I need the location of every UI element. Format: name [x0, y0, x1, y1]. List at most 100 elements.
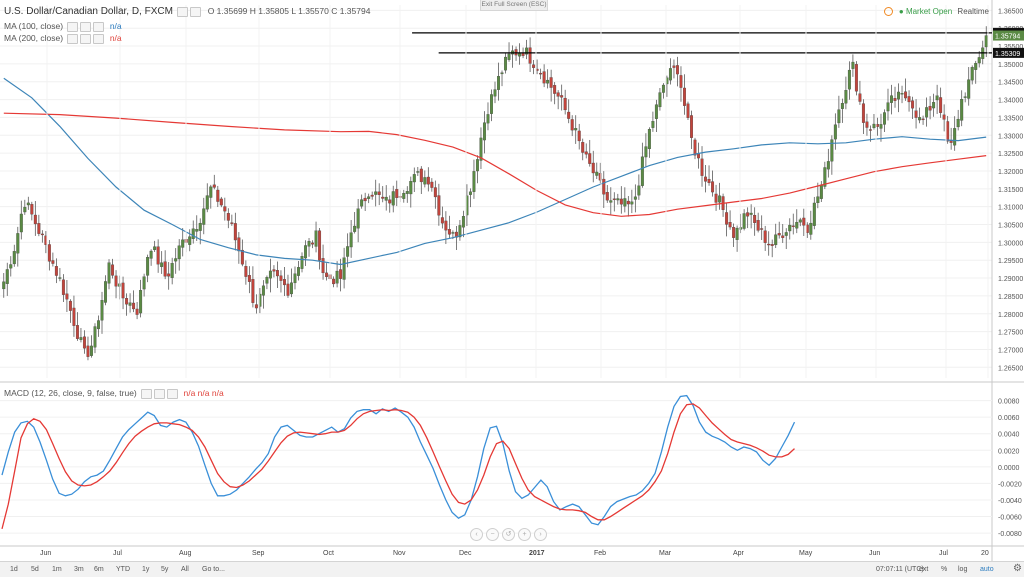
range-5y[interactable]: 5y — [161, 566, 169, 573]
scroll-right-icon[interactable]: › — [534, 528, 547, 541]
candle-body — [605, 192, 609, 201]
close-icon[interactable] — [93, 21, 105, 32]
candle-body — [633, 196, 637, 200]
candle-body — [37, 223, 41, 234]
candle-body — [840, 103, 844, 109]
candle-body — [777, 233, 781, 236]
range-1m[interactable]: 1m — [52, 566, 62, 573]
price-pane[interactable]: 1.365001.360001.355001.350001.345001.340… — [0, 0, 1024, 383]
candle-body — [72, 307, 76, 326]
candle-body — [686, 103, 690, 118]
ext-toggle[interactable]: ext — [919, 566, 929, 573]
range-6m[interactable]: 6m — [94, 566, 104, 573]
candle-body — [781, 235, 785, 238]
candle-body — [384, 196, 388, 201]
candle-body — [51, 260, 55, 264]
x-tick-label: Jul — [113, 550, 122, 557]
y-tick-label: 1.32000 — [998, 169, 1023, 176]
candle-body — [956, 118, 960, 128]
log-toggle[interactable]: log — [958, 566, 968, 573]
candle-body — [142, 276, 146, 290]
settings-icon[interactable] — [190, 6, 202, 17]
range-3m[interactable]: 3m — [74, 566, 84, 573]
candle-body — [12, 251, 16, 265]
candle-body — [416, 171, 420, 173]
y-tick-label: 1.28500 — [998, 294, 1023, 301]
range-1d[interactable]: 1d — [10, 566, 18, 573]
candle-body — [865, 121, 869, 128]
settings-icon[interactable] — [80, 33, 92, 44]
candle-body — [395, 189, 399, 198]
ma200-legend: MA (200, close) n/a — [4, 33, 122, 44]
candle-body — [644, 146, 648, 158]
candle-body — [170, 263, 174, 278]
scroll-left-icon[interactable]: ‹ — [470, 528, 483, 541]
eye-icon[interactable] — [67, 33, 79, 44]
gear-icon[interactable]: ⚙ — [1013, 563, 1022, 574]
exit-fullscreen-button[interactable]: Exit Full Screen (ESC) — [480, 0, 548, 11]
eye-icon[interactable] — [177, 6, 189, 17]
eye-icon[interactable] — [141, 388, 153, 399]
percent-toggle[interactable]: % — [941, 566, 948, 573]
close-icon[interactable] — [93, 33, 105, 44]
y-tick-label: 1.27500 — [998, 330, 1023, 337]
settings-icon[interactable] — [154, 388, 166, 399]
chart-nav-controls: ‹ − ↺ + › — [470, 528, 550, 542]
y-tick-label: 1.29000 — [998, 276, 1023, 283]
x-tick-label: Sep — [252, 550, 265, 557]
candle-body — [816, 196, 820, 204]
reset-icon[interactable]: ↺ — [502, 528, 515, 541]
candle-body — [9, 264, 13, 269]
auto-toggle[interactable]: auto — [980, 566, 994, 573]
candle-body — [872, 123, 876, 129]
candle-body — [819, 184, 823, 199]
candle-body — [188, 236, 192, 245]
eye-icon[interactable] — [67, 21, 79, 32]
macd-pane[interactable]: Jun Jul Aug Sep Oct Nov Dec 2017 Feb Mar Apr May Jun… — [0, 383, 1024, 561]
ma100-label: MA (100, close) — [4, 21, 64, 31]
range-all[interactable]: All — [181, 566, 189, 573]
symbol-title: U.S. Dollar/Canadian Dollar, D, FXCM — [4, 6, 173, 17]
utc-time[interactable]: 07:07:11 (UTC) — [876, 566, 924, 573]
price-label-box — [993, 47, 1024, 58]
candle-body — [546, 79, 550, 84]
candle-body — [275, 270, 279, 277]
candle-body — [682, 87, 686, 106]
y-tick-label: 1.31000 — [998, 205, 1023, 212]
zoom-out-icon[interactable]: − — [486, 528, 499, 541]
macd-legend: MACD (12, 26, close, 9, false, true) n/a… — [4, 388, 224, 399]
candle-body — [335, 270, 339, 284]
candle-body — [742, 213, 746, 229]
close-icon[interactable] — [167, 388, 179, 399]
candle-body — [349, 232, 353, 248]
candle-body — [111, 264, 115, 276]
range-5d[interactable]: 5d — [31, 566, 39, 573]
candle-body — [16, 233, 20, 254]
candle-body — [630, 201, 634, 205]
candle-body — [121, 282, 125, 299]
candle-body — [953, 128, 957, 146]
candle-body — [640, 156, 644, 186]
candle-body — [626, 200, 630, 205]
candle-body — [812, 202, 816, 226]
x-tick-label: 20 — [981, 550, 989, 557]
x-tick-label: May — [799, 550, 813, 557]
y-tick-label: 1.33500 — [998, 115, 1023, 122]
settings-icon[interactable] — [80, 21, 92, 32]
candle-body — [79, 337, 83, 340]
candle-body — [377, 191, 381, 195]
candle-body — [2, 281, 6, 290]
candle-body — [490, 94, 493, 114]
price-background — [0, 0, 1024, 383]
candle-body — [598, 173, 602, 181]
candle-body — [444, 220, 448, 231]
range-ytd[interactable]: YTD — [116, 566, 130, 573]
candle-body — [697, 153, 700, 159]
goto-date[interactable]: Go to... — [202, 566, 225, 573]
range-1y[interactable]: 1y — [142, 566, 150, 573]
candle-body — [602, 178, 606, 195]
candle-body — [26, 202, 30, 206]
candle-body — [61, 279, 65, 295]
zoom-in-icon[interactable]: + — [518, 528, 531, 541]
